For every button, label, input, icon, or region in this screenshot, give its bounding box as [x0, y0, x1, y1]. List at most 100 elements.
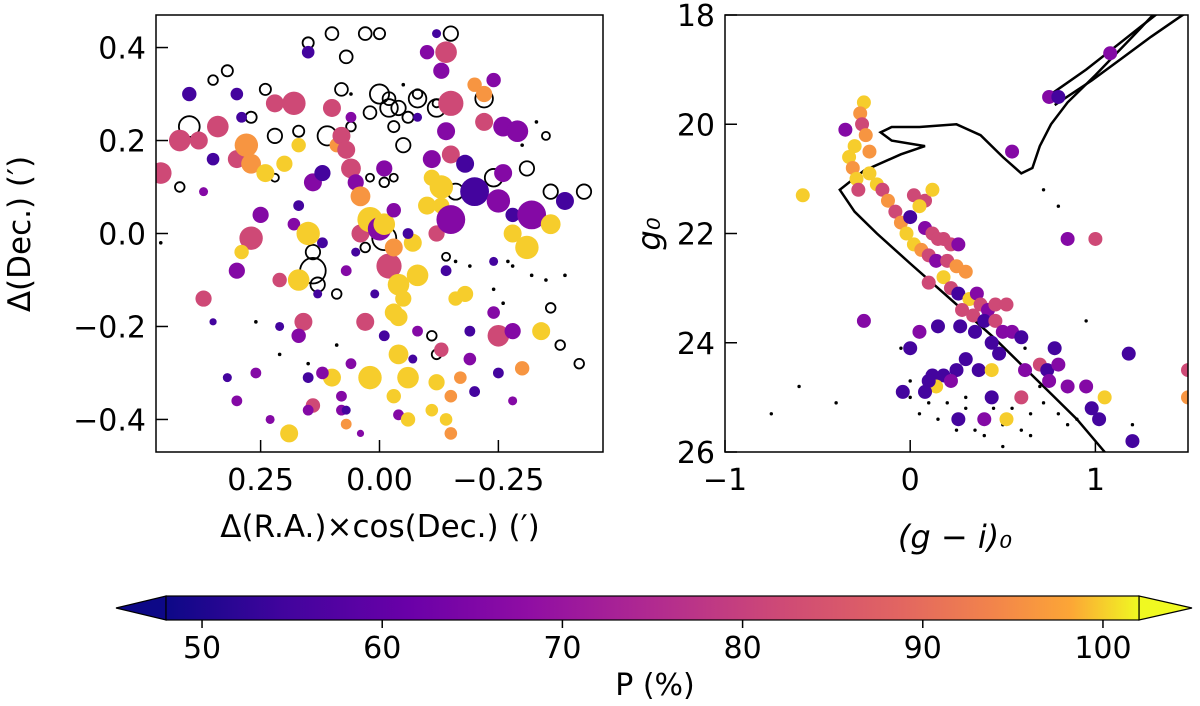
right-nonmember-dot: [964, 395, 968, 400]
left-member-point: [469, 386, 481, 397]
left-member-point: [287, 269, 310, 291]
left-member-point: [464, 325, 476, 337]
left-member-point: [486, 72, 501, 88]
right-member-point: [971, 363, 986, 378]
left-member-point: [189, 131, 208, 150]
right-nonmember-dot: [917, 412, 922, 416]
right-member-point: [1005, 144, 1020, 159]
left-nonmember-open-circle: [395, 137, 412, 154]
left-member-point: [412, 325, 423, 337]
right-member-point: [951, 286, 966, 301]
isochrone-rgb-lower: [1054, 15, 1186, 107]
left-member-point: [437, 122, 456, 141]
right-member-point: [918, 384, 933, 399]
right-member-point: [953, 319, 968, 334]
right-member-point: [858, 128, 873, 143]
right-member-point: [921, 275, 936, 290]
left-member-point: [376, 253, 402, 279]
left-member-point: [436, 205, 466, 234]
left-y-tick-label: −0.4: [73, 403, 146, 438]
left-nonmember-open-circle: [365, 172, 375, 183]
right-member-point: [1121, 346, 1136, 361]
left-member-point: [395, 290, 412, 307]
right-member-point: [838, 122, 853, 137]
left-member-point: [487, 324, 510, 347]
right-y-tick-label: 24: [677, 327, 715, 362]
left-nonmember-open-circle: [331, 288, 343, 300]
left-y-tick-label: 0.4: [98, 32, 146, 67]
left-nonmember-dot: [349, 92, 353, 96]
left-member-point: [272, 272, 287, 288]
right-nonmember-dot: [1041, 188, 1046, 192]
left-member-point: [384, 238, 403, 257]
left-member-point: [195, 290, 212, 307]
left-member-point: [517, 200, 547, 230]
left-nonmember-open-circle: [554, 339, 566, 351]
left-member-point: [239, 226, 263, 250]
colorbar-tick-label: 80: [723, 631, 761, 666]
left-member-point: [345, 111, 357, 123]
right-member-point: [958, 264, 973, 279]
right-member-point: [845, 160, 860, 175]
left-member-point: [454, 371, 467, 384]
left-member-point: [265, 414, 275, 424]
left-member-point: [340, 418, 352, 430]
left-member-point: [291, 137, 306, 153]
left-member-point: [506, 120, 529, 143]
left-member-point: [386, 389, 401, 404]
left-nonmember-open-circle: [304, 243, 322, 261]
left-nonmember-dot: [254, 320, 258, 324]
left-member-point: [316, 366, 329, 380]
right-member-point: [875, 182, 890, 197]
right-member-point: [951, 237, 966, 252]
left-nonmember-open-circle: [362, 105, 378, 120]
right-nonmember-dot: [936, 417, 940, 421]
left-nonmember-dot: [158, 240, 163, 245]
right-y-tick-label: 26: [677, 436, 715, 471]
left-member-point: [207, 115, 229, 138]
left-member-point: [444, 427, 458, 440]
left-nonmember-dot: [334, 343, 339, 347]
left-nonmember-open-circle: [368, 83, 390, 105]
left-member-point: [280, 424, 299, 443]
colorbar-ticks: 50 60 70 80 90 100: [183, 620, 1132, 666]
left-nonmember-dot: [491, 287, 496, 292]
right-member-point: [1014, 330, 1029, 345]
right-member-point: [1051, 357, 1066, 372]
colorbar: 50 60 70 80 90 100 P (%): [115, 595, 1193, 703]
right-member-point: [795, 188, 810, 203]
left-member-point: [425, 403, 439, 417]
left-nonmember-dot: [506, 259, 510, 264]
left-member-point: [487, 306, 500, 319]
left-member-point: [441, 145, 460, 164]
left-member-point: [337, 140, 356, 159]
left-member-point: [373, 213, 396, 236]
right-y-tick-label: 20: [677, 108, 715, 143]
right-member-point: [921, 373, 936, 388]
left-member-point: [402, 228, 414, 239]
left-member-point: [540, 214, 561, 235]
left-nonmember-open-circle: [292, 124, 306, 138]
left-member-point: [236, 111, 247, 123]
left-nonmember-open-circle: [411, 88, 424, 100]
right-member-point: [903, 210, 918, 225]
right-nonmember-dot: [991, 406, 996, 410]
left-member-point: [460, 177, 490, 207]
right-nonmember-dot: [769, 412, 773, 416]
left-member-point: [350, 186, 371, 207]
left-y-axis-label: Δ(Dec.) (′): [2, 156, 38, 312]
left-member-point: [370, 289, 380, 299]
left-member-point: [378, 330, 390, 342]
right-member-point: [1088, 231, 1103, 246]
right-member-point: [968, 324, 983, 339]
right-member-point: [912, 324, 927, 339]
left-nonmember-open-circle: [381, 91, 397, 106]
right-member-point: [1014, 390, 1029, 405]
left-ticks: 0.25 0.00 −0.25 0.4 0.2 0.0 −0.2 −0.4: [73, 32, 544, 498]
left-member-point: [476, 85, 493, 103]
left-nonmember-open-circle: [518, 160, 536, 177]
right-member-point: [888, 204, 903, 219]
left-nonmember-dot: [306, 361, 310, 366]
right-member-point: [853, 106, 868, 121]
left-member-point: [230, 87, 244, 101]
